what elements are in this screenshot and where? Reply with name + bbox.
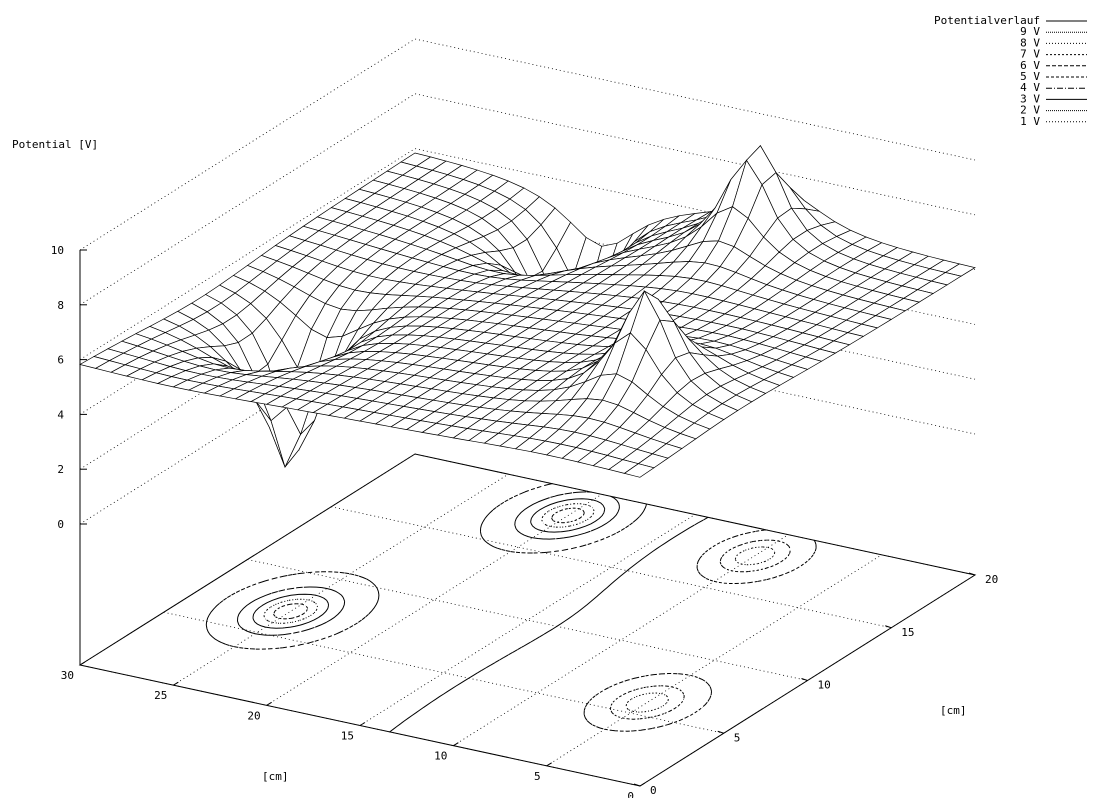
base-grid-line bbox=[359, 514, 696, 726]
contour-line bbox=[625, 546, 776, 713]
legend-label: 4 V bbox=[1020, 81, 1040, 94]
legend-label: 3 V bbox=[1020, 92, 1040, 105]
contour-line bbox=[205, 483, 647, 650]
x-tick-label: 0 bbox=[627, 790, 634, 798]
y-tick-label: 15 bbox=[901, 626, 914, 639]
z-tick-label: 10 bbox=[51, 244, 64, 257]
base-grid-line bbox=[173, 473, 509, 686]
x-tick-mark bbox=[639, 782, 646, 787]
contour-line bbox=[252, 498, 606, 629]
y-tick-label: 5 bbox=[734, 731, 741, 744]
x-tick-mark bbox=[453, 742, 459, 747]
y-tick-label: 0 bbox=[650, 784, 657, 797]
legend-label: 9 V bbox=[1020, 25, 1040, 38]
y-tick-mark bbox=[885, 625, 892, 629]
y-tick-mark bbox=[633, 783, 641, 787]
y-tick-mark bbox=[968, 572, 976, 576]
contour-line bbox=[583, 529, 817, 732]
y-tick-label: 20 bbox=[985, 573, 998, 586]
y-tick-mark bbox=[801, 678, 808, 681]
legend-label: 6 V bbox=[1020, 59, 1040, 72]
base-plane-border bbox=[78, 453, 977, 787]
x-axis-label: [cm] bbox=[262, 770, 289, 783]
contour-line bbox=[609, 539, 791, 720]
x-tick-mark bbox=[266, 701, 272, 706]
y-tick-mark bbox=[717, 730, 724, 734]
legend-label: 5 V bbox=[1020, 70, 1040, 83]
x-tick-label: 25 bbox=[154, 689, 167, 702]
base-grid-line bbox=[247, 559, 808, 681]
x-tick-label: 5 bbox=[534, 770, 541, 783]
z-axis-label: Potential [V] bbox=[12, 138, 98, 151]
contour-line bbox=[237, 491, 620, 636]
x-tick-mark bbox=[173, 681, 179, 686]
z-tick-label: 0 bbox=[57, 518, 64, 531]
legend-label: 7 V bbox=[1020, 48, 1040, 61]
surface-cell bbox=[623, 463, 655, 478]
base-plane-grid bbox=[78, 453, 977, 787]
x-tick-mark bbox=[359, 722, 366, 726]
z-tick-label: 4 bbox=[57, 408, 64, 421]
base-grid-line bbox=[546, 554, 882, 767]
x-tick-label: 30 bbox=[61, 669, 74, 682]
x-tick-mark bbox=[546, 762, 552, 767]
x-tick-mark bbox=[79, 661, 86, 666]
x-tick-label: 10 bbox=[434, 750, 447, 763]
axes: 0 2 4 6 8 10 30 25 20 15 10 5 0 0 5 10 15 20 bbox=[51, 244, 999, 798]
contour-line bbox=[273, 507, 585, 620]
y-tick-label: 10 bbox=[818, 679, 831, 692]
legend-label: 2 V bbox=[1020, 104, 1040, 117]
x-tick-label: 15 bbox=[341, 730, 354, 743]
y-axis-label: [cm] bbox=[940, 704, 967, 717]
base-contour-lines bbox=[205, 483, 817, 733]
legend-label: 1 V bbox=[1020, 115, 1040, 128]
contour-line bbox=[263, 503, 595, 624]
base-grid-line bbox=[266, 493, 602, 706]
z-tick-label: 2 bbox=[57, 463, 64, 476]
base-grid-line bbox=[453, 534, 789, 747]
legend-label: 8 V bbox=[1020, 36, 1040, 49]
contour-line bbox=[389, 516, 709, 733]
legend-label: Potentialverlauf bbox=[934, 14, 1040, 27]
potential-surface-mesh bbox=[79, 145, 976, 478]
z-tick-label: 8 bbox=[57, 299, 64, 312]
z-tick-label: 6 bbox=[57, 354, 64, 367]
x-tick-label: 20 bbox=[247, 709, 260, 722]
